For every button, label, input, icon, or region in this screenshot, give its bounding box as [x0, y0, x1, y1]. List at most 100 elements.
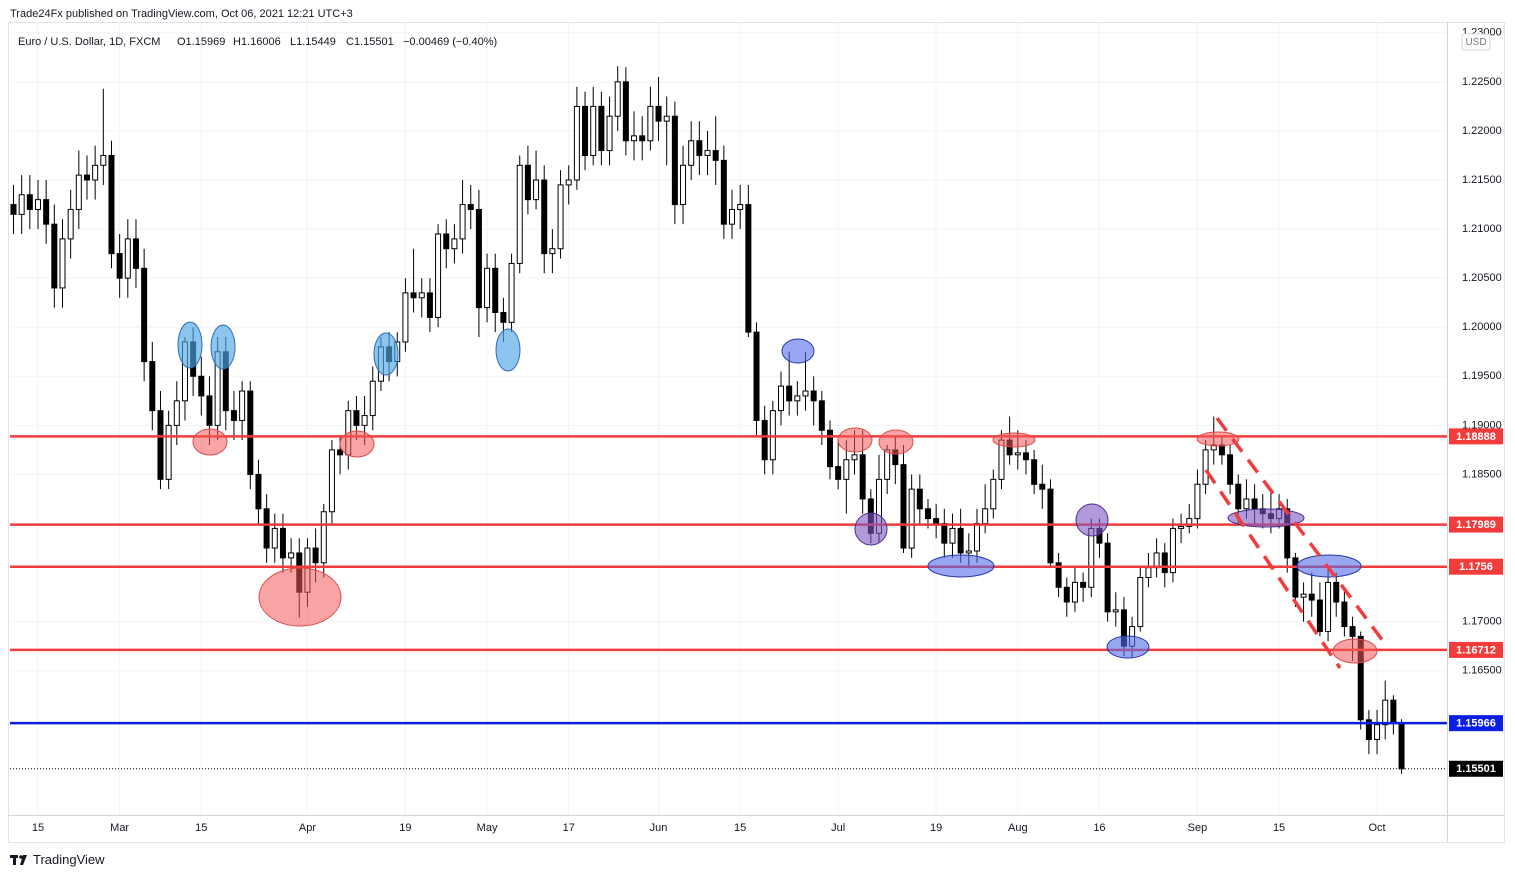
- candle-body: [1031, 459, 1038, 485]
- x-tick-label: Sep: [1188, 822, 1208, 834]
- candle-body: [965, 550, 972, 554]
- candle-body: [1137, 576, 1144, 628]
- candle-body: [859, 454, 866, 500]
- x-tick-label: Jul: [831, 822, 845, 834]
- last-price-label: 1.15501: [1456, 763, 1496, 775]
- y-tick-label: 1.22000: [1462, 125, 1502, 137]
- candle-body: [279, 527, 286, 559]
- brand-logo: [10, 855, 27, 865]
- candle-body: [239, 390, 246, 421]
- candle-body: [508, 262, 515, 323]
- header: Trade24Fx published on TradingView.com, …: [10, 8, 353, 20]
- candle-body: [1202, 449, 1209, 485]
- candle-body: [1284, 508, 1291, 559]
- annotation-ellipse: [1332, 638, 1378, 664]
- candle-body: [1300, 593, 1307, 598]
- candle-body: [1316, 599, 1323, 632]
- legend-change: −0.00469 (−0.40%): [403, 36, 497, 48]
- candle-body: [1365, 719, 1372, 740]
- candle-body: [51, 223, 58, 289]
- x-tick-label: 15: [734, 822, 746, 834]
- candle-body: [778, 385, 785, 412]
- candle-body: [467, 204, 474, 210]
- candle-body: [247, 390, 254, 475]
- candle-body: [1112, 609, 1119, 613]
- candle-body: [720, 159, 727, 225]
- candle-body: [26, 194, 33, 210]
- annotation-ellipse: [373, 332, 399, 376]
- candle-body: [647, 105, 654, 142]
- candle-body: [1178, 525, 1185, 529]
- candle-body: [1251, 498, 1258, 510]
- candle-body: [1145, 567, 1152, 578]
- candle-body: [557, 184, 564, 250]
- candle-body: [573, 105, 580, 181]
- candle-body: [67, 208, 74, 240]
- candle-body: [1161, 552, 1168, 574]
- candle-body: [1063, 586, 1070, 603]
- candle-body: [614, 81, 621, 117]
- candle-body: [132, 238, 139, 269]
- candle-body: [1227, 454, 1234, 485]
- candle-body: [933, 518, 940, 525]
- candle-body: [794, 395, 801, 402]
- annotation-ellipse: [210, 324, 236, 370]
- level-label-box: [1449, 558, 1503, 575]
- annotation-ellipse: [192, 428, 228, 456]
- candle-body: [59, 238, 66, 289]
- candle-body: [1022, 452, 1029, 461]
- y-tick-label: 1.19000: [1462, 419, 1502, 431]
- x-tick-label: Jun: [650, 822, 668, 834]
- annotation-ellipse: [837, 427, 873, 453]
- candle-body: [353, 410, 360, 426]
- candle-body: [418, 292, 425, 299]
- candle-body: [1218, 444, 1225, 456]
- candle-body: [565, 179, 572, 186]
- candle-body: [435, 233, 442, 318]
- candle-body: [680, 164, 687, 206]
- y-tick-label: 1.22500: [1462, 76, 1502, 88]
- candle-body: [712, 150, 719, 161]
- candle-body: [173, 400, 180, 426]
- candle-body: [288, 552, 295, 559]
- candle-body: [851, 454, 858, 461]
- x-tick-label: 19: [399, 822, 411, 834]
- candle-body: [1186, 518, 1193, 527]
- level-label-box: [1449, 428, 1503, 445]
- candle-body: [1235, 483, 1242, 510]
- candle-body: [1194, 483, 1201, 520]
- candle-body: [631, 135, 638, 142]
- candle-body: [83, 174, 90, 181]
- candle-body: [810, 390, 817, 402]
- annotation-ellipse: [992, 432, 1036, 448]
- candle-body: [1047, 488, 1054, 564]
- x-tick-label: 15: [32, 822, 44, 834]
- candle-body: [1357, 635, 1364, 721]
- last-price-box: [1449, 760, 1503, 777]
- candle-body: [729, 208, 736, 225]
- candle-body: [1014, 452, 1021, 456]
- candle-body: [982, 508, 989, 525]
- y-tick-label: 1.17000: [1462, 616, 1502, 628]
- y-tick-label: 1.20500: [1462, 272, 1502, 284]
- candle-body: [818, 400, 825, 431]
- candle-body: [410, 292, 417, 299]
- candle-body: [704, 150, 711, 156]
- annotation-ellipse: [339, 430, 375, 458]
- candle-body: [973, 523, 980, 552]
- candle-body: [737, 204, 744, 210]
- level-label-box: [1449, 516, 1503, 533]
- x-tick-label: 19: [930, 822, 942, 834]
- candle-body: [663, 115, 670, 122]
- candle-body: [1349, 626, 1356, 637]
- candle-body: [655, 105, 662, 122]
- candle-body: [157, 410, 164, 480]
- candle-body: [1341, 601, 1348, 628]
- level-label-box: [1449, 641, 1503, 658]
- candle-body: [671, 115, 678, 206]
- annotation-ellipse: [781, 338, 815, 364]
- candle-body: [786, 385, 793, 402]
- candle-body: [451, 238, 458, 250]
- candle-body: [1374, 724, 1381, 740]
